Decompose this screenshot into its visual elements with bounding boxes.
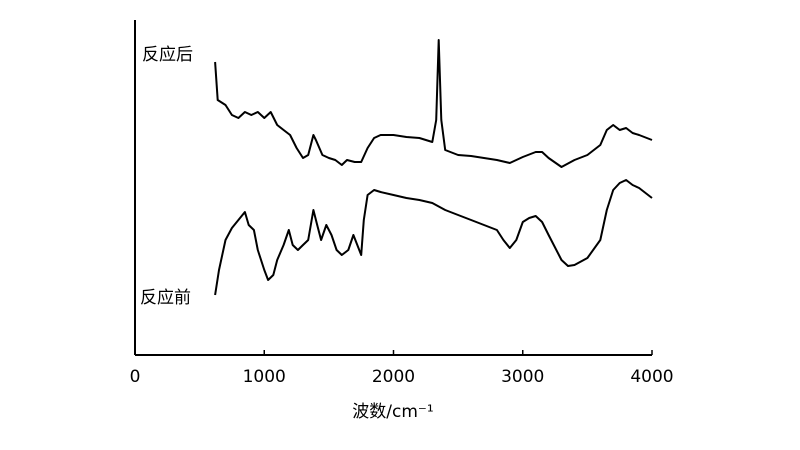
x-tick-label: 0	[130, 367, 141, 387]
spectrum-line	[214, 39, 653, 168]
spectrum-line	[214, 179, 653, 296]
x-tick-label: 3000	[501, 367, 544, 387]
series-label: 反应前	[140, 288, 191, 308]
x-axis-title: 波数/cm⁻¹	[352, 402, 433, 422]
series-label: 反应后	[142, 45, 193, 65]
x-tick-label: 4000	[630, 367, 673, 387]
x-tick-label: 2000	[372, 367, 415, 387]
x-tick-label: 1000	[243, 367, 286, 387]
